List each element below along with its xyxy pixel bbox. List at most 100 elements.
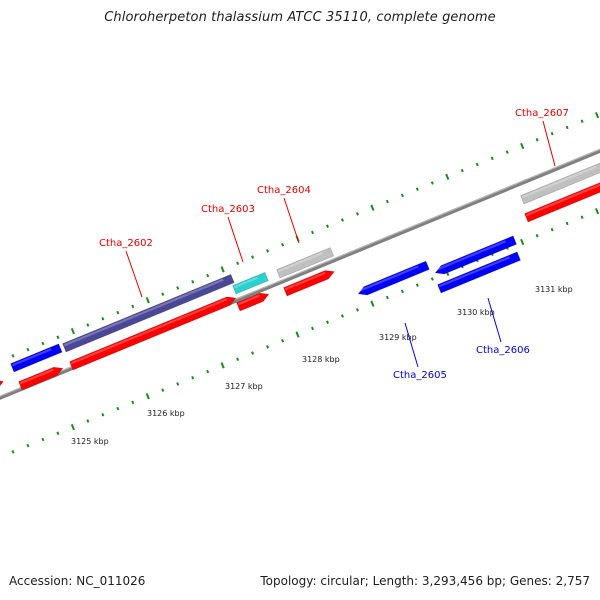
- outer-ruler-tick: [26, 347, 30, 352]
- outer-ruler-tick: [325, 224, 329, 228]
- outer-ruler-tick: [311, 230, 315, 235]
- inner-ruler-tick: [355, 308, 359, 312]
- outer-ruler-tick: [580, 119, 584, 124]
- gene-label-ctha_2606: Ctha_2606: [476, 345, 530, 356]
- gray-feature-bar-highlight: [277, 251, 324, 273]
- gray-feature-bar: [276, 247, 335, 279]
- scale-label-kbp: 3126 kbp: [147, 409, 185, 418]
- inner-ruler-tick: [520, 238, 525, 246]
- purple-feature-bar-highlight: [63, 278, 224, 347]
- outer-ruler-tick: [56, 335, 60, 340]
- outer-ruler-tick: [41, 341, 45, 346]
- outer-ruler-tick: [281, 242, 285, 247]
- inner-ruler-tick: [236, 357, 240, 362]
- forward-cds-arrow-shape: [524, 182, 600, 223]
- outer-ruler-tick: [101, 317, 105, 321]
- outer-ruler-tick: [565, 125, 569, 130]
- inner-ruler-tick: [295, 331, 300, 338]
- outer-ruler-tick: [191, 279, 195, 284]
- forward-cds-arrow: [524, 182, 600, 223]
- inner-ruler-tick: [131, 400, 135, 405]
- inner-ruler-tick: [101, 413, 105, 417]
- scale-label-kbp: 3127 kbp: [225, 382, 263, 391]
- outer-ruler-tick: [176, 286, 180, 290]
- outer-ruler-tick: [131, 304, 135, 309]
- backbone-highlight: [0, 148, 600, 397]
- inner-ruler-tick: [400, 289, 404, 294]
- scale-label-kbp: 3130 kbp: [457, 308, 495, 317]
- reverse-cds-arrow: [437, 251, 521, 294]
- forward-cds-arrow: [283, 270, 335, 297]
- inner-ruler-tick: [430, 277, 434, 281]
- inner-ruler-tick: [370, 300, 375, 307]
- inner-ruler-tick: [311, 326, 315, 331]
- inner-ruler-tick: [41, 437, 45, 442]
- outer-ruler-tick: [415, 187, 419, 191]
- forward-cds-arrow: [18, 366, 64, 391]
- inner-ruler-tick: [145, 393, 150, 400]
- outer-ruler-tick: [595, 111, 600, 119]
- inner-ruler-tick: [340, 314, 344, 318]
- outer-ruler-tick: [145, 297, 150, 304]
- gray-feature-bar-highlight: [521, 165, 597, 199]
- outer-ruler-tick: [266, 249, 270, 253]
- inner-ruler-tick: [565, 221, 569, 226]
- reverse-cds-arrow-shape: [10, 343, 63, 373]
- gene-label-ctha_2604: Ctha_2604: [257, 185, 311, 196]
- outer-ruler-tick: [355, 212, 359, 216]
- outer-ruler-tick: [236, 261, 240, 266]
- outer-ruler-tick: [505, 150, 509, 154]
- inner-ruler-tick: [56, 431, 60, 436]
- forward-cds-arrow-shape: [69, 296, 237, 371]
- forward-cds-arrow-shape: [283, 270, 335, 297]
- forward-cds-arrow-shape: [236, 292, 270, 312]
- outer-ruler-tick: [340, 218, 344, 222]
- reverse-cds-arrow-shape: [434, 235, 517, 275]
- outer-ruler-tick: [445, 173, 450, 180]
- inner-ruler-tick: [251, 351, 255, 355]
- accession-label: Accession: NC_011026: [9, 574, 146, 588]
- forward-cds-arrow-highlight: [284, 271, 326, 291]
- outer-ruler-tick: [490, 156, 494, 161]
- inner-ruler-tick: [325, 320, 329, 324]
- cyan-feature-bar-shape: [232, 271, 269, 295]
- outer-ruler-tick: [520, 142, 525, 150]
- outer-ruler-tick: [161, 292, 165, 296]
- reverse-cds-arrow-highlight: [11, 348, 52, 367]
- outer-ruler-tick: [370, 204, 375, 211]
- purple-feature-bar-shape: [62, 273, 235, 353]
- gene-label-ctha_2603: Ctha_2603: [201, 204, 255, 215]
- forward-cds-arrow-shape: [18, 366, 64, 391]
- reverse-cds-arrow-shape: [357, 260, 430, 296]
- scale-label-kbp: 3129 kbp: [379, 333, 417, 342]
- forward-cds-arrow-highlight: [70, 298, 228, 365]
- outer-ruler-tick: [400, 193, 404, 198]
- outer-ruler-tick: [475, 162, 479, 167]
- outer-ruler-tick: [430, 181, 434, 185]
- inner-ruler-tick: [220, 362, 225, 369]
- outer-ruler-tick: [86, 323, 90, 327]
- genome-summary-label: Topology: circular; Length: 3,293,456 bp…: [260, 574, 590, 588]
- outer-ruler-tick: [11, 354, 15, 358]
- cyan-feature-bar: [232, 271, 269, 295]
- gene-label-leader: [404, 322, 419, 368]
- forward-cds-arrow: [236, 292, 270, 312]
- gene-label-leader: [125, 250, 143, 298]
- inner-ruler-tick: [86, 419, 90, 423]
- gene-label-leader: [283, 197, 300, 244]
- gene-label-leader: [227, 216, 244, 263]
- inner-ruler-tick: [385, 295, 389, 300]
- forward-cds-arrow-highlight: [237, 294, 260, 306]
- outer-ruler-tick: [206, 273, 210, 278]
- outer-ruler-tick: [385, 199, 389, 204]
- gene-label-leader: [542, 120, 556, 167]
- map-title: Chloroherpeton thalassium ATCC 35110, co…: [104, 10, 496, 25]
- reverse-cds-arrow: [10, 343, 63, 373]
- gene-label-ctha_2607: Ctha_2607: [515, 108, 569, 119]
- gray-feature-bar-shape: [520, 160, 600, 205]
- reverse-cds-arrow-highlight: [357, 265, 419, 293]
- inner-ruler-tick: [266, 345, 270, 349]
- gene-label-ctha_2602: Ctha_2602: [99, 238, 153, 249]
- inner-ruler-tick: [191, 375, 195, 380]
